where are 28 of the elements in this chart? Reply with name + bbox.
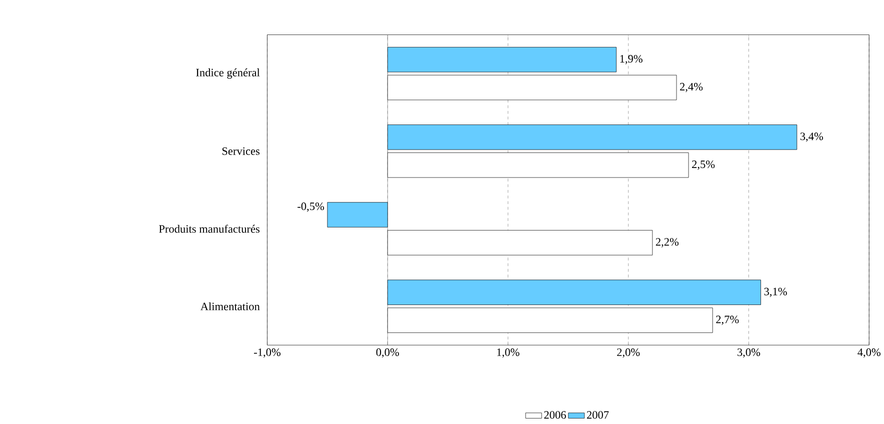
x-tick-label: -1,0% (254, 348, 280, 358)
bar (387, 47, 617, 72)
data-label: 2,2% (656, 238, 679, 248)
bar (387, 124, 798, 150)
bar (387, 308, 713, 333)
x-tick-label: 4,0% (858, 348, 880, 358)
x-tick-label: 0,0% (376, 348, 399, 358)
data-label: 3,4% (800, 132, 824, 142)
data-label: 2,7% (716, 316, 739, 325)
data-label: 3,1% (764, 288, 787, 298)
x-tick-label: 1,0% (497, 348, 520, 358)
bar (387, 230, 653, 256)
data-label: -0,5% (298, 202, 324, 212)
bar (387, 280, 761, 306)
legend-label: 2006 (544, 411, 566, 419)
y-tick-label: Indice général (196, 68, 260, 79)
y-tick-label: Produits manufacturés (159, 224, 260, 233)
y-tick-label: Alimentation (200, 302, 260, 310)
data-label: 1,9% (620, 55, 642, 64)
x-tick-label: 2,0% (617, 348, 640, 358)
legend-label: 2007 (586, 411, 609, 419)
data-label: 2,4% (680, 82, 703, 92)
bar (387, 152, 689, 178)
data-label: 2,5% (692, 160, 715, 170)
x-tick-label: 3,0% (738, 348, 760, 358)
bar (387, 75, 677, 100)
bar (327, 202, 388, 228)
y-tick-label: Services (222, 147, 260, 156)
